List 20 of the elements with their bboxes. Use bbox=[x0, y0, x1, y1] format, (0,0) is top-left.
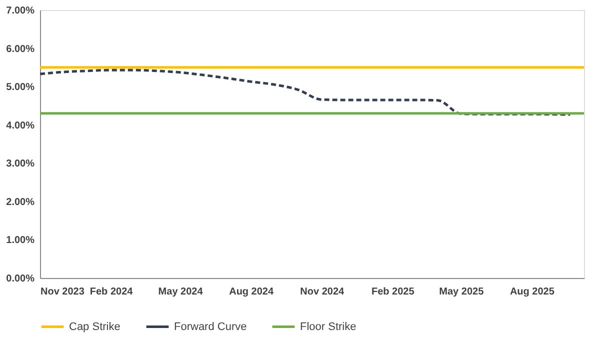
y-tick-label: 2.00% bbox=[6, 196, 35, 208]
y-tick-label: 1.00% bbox=[6, 235, 35, 246]
y-tick-label: 6.00% bbox=[6, 44, 35, 55]
y-tick-label: 0.00% bbox=[6, 274, 35, 284]
y-tick-label: 3.00% bbox=[6, 158, 35, 170]
x-tick-label: Nov 2023 bbox=[40, 286, 85, 298]
x-tick-label: Feb 2025 bbox=[372, 286, 415, 298]
y-tick-label: 7.00% bbox=[6, 6, 35, 16]
x-tick-label: Nov 2024 bbox=[300, 286, 345, 298]
x-tick-label: May 2024 bbox=[158, 286, 204, 298]
line-series bbox=[40, 68, 572, 116]
y-tick-label: 5.00% bbox=[6, 82, 35, 94]
y-tick-label: 4.00% bbox=[6, 120, 35, 132]
x-tick-label: Aug 2025 bbox=[510, 286, 555, 298]
x-tick-label: Aug 2024 bbox=[229, 286, 274, 298]
x-tick-label: Feb 2024 bbox=[90, 286, 134, 298]
legend-label: Forward Curve bbox=[174, 320, 247, 333]
legend-label: Cap Strike bbox=[69, 320, 120, 333]
legend-label: Floor Strike bbox=[300, 320, 356, 333]
x-tick-label: May 2025 bbox=[439, 286, 484, 298]
